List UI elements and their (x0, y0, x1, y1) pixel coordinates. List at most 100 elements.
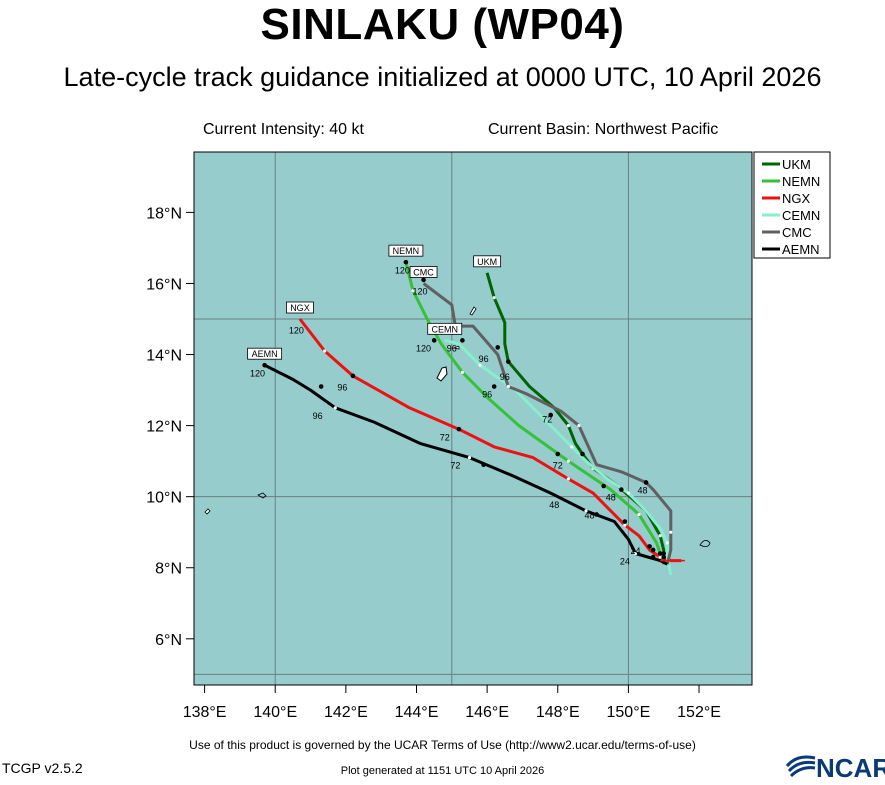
plot-generated-note: Plot generated at 1151 UTC 10 April 2026 (340, 765, 545, 777)
track-marker-cmc (669, 530, 673, 534)
track-marker-aemn (333, 406, 337, 410)
track-end-label: AEMN (252, 349, 278, 359)
track-line-cemn (444, 338, 673, 576)
forecast-hour-dot (481, 462, 486, 467)
track-line-ngx (298, 318, 682, 563)
y-tick-label: 6°N (155, 632, 182, 649)
saipan-island (469, 306, 477, 316)
forecast-hour-dot (262, 362, 267, 368)
track-marker-ukm (566, 424, 570, 428)
forecast-hour-dot (594, 512, 599, 517)
forecast-hour-dot (622, 519, 628, 524)
track-marker-ngx (566, 477, 570, 481)
track-end-label: CMC (413, 267, 434, 277)
chart-title: SINLAKU (WP04) (260, 0, 625, 49)
track-marker-cemn (570, 445, 574, 449)
chuuk-lagoon (699, 540, 711, 547)
forecast-hour-dot (403, 259, 409, 265)
map-frame (193, 151, 753, 686)
forecast-hour-dot (555, 451, 561, 457)
x-tick-label: 142°E (324, 704, 368, 721)
track-marker-nemn (411, 288, 415, 293)
track-marker-nemn (566, 459, 570, 463)
ulithi-atoll (257, 492, 267, 499)
forecast-hour-dot (460, 338, 465, 343)
x-tick-label: 140°E (253, 704, 297, 721)
y-tick-label: 18°N (146, 205, 182, 222)
track-marker-ukm (492, 296, 496, 300)
terms-of-use-note: Use of this product is governed by the U… (189, 738, 696, 752)
forecast-hour-dot (431, 338, 437, 343)
track-line-aemn (263, 363, 668, 566)
forecast-hour-dot (548, 412, 553, 418)
track-marker-aemn (633, 551, 638, 556)
legend-label-ngx: NGX (782, 191, 811, 206)
track-marks: UKM487296120NEMN24487296120NGX7296120CEM… (247, 244, 685, 567)
legend-label-aemn: AEMN (782, 242, 820, 257)
forecast-tracks (263, 261, 682, 576)
track-end-label: CEMN (431, 324, 458, 334)
forecast-hour-label: 96 (337, 383, 347, 393)
forecast-hour-label: 48 (549, 500, 559, 510)
forecast-hour-dot (661, 551, 667, 556)
track-marker-ngx (323, 349, 327, 353)
forecast-hour-label: 96 (479, 354, 489, 364)
forecast-hour-dot (650, 547, 656, 553)
forecast-hour-dot (491, 384, 497, 389)
forecast-hour-label: 120 (250, 368, 265, 378)
version-label: TCGP v2.5.2 (2, 760, 83, 776)
forecast-hour-label: 120 (289, 326, 304, 336)
track-marker-ukm (658, 534, 662, 538)
map-ocean (194, 152, 752, 685)
forecast-hour-label: 96 (482, 390, 492, 400)
forecast-hour-label: 48 (606, 493, 616, 503)
forecast-hour-dot (318, 384, 324, 389)
track-marker-aemn (584, 509, 588, 513)
chart-subtitle: Late-cycle track guidance initialized at… (63, 62, 822, 92)
current-basin: Current Basin: Northwest Pacific (488, 121, 719, 138)
guam-island (436, 366, 448, 382)
y-axis: 6°N 8°N 10°N 12°N 14°N 16°N 18°N (146, 205, 194, 649)
legend-label-nemn: NEMN (782, 174, 820, 189)
forecast-hour-label: 72 (440, 432, 450, 442)
forecast-hour-label: 72 (553, 461, 563, 471)
forecast-hour-label: 48 (585, 510, 595, 520)
rota-island (452, 345, 460, 350)
legend-box (753, 151, 831, 259)
forecast-hour-label: 120 (416, 343, 431, 353)
forecast-hour-dot (456, 426, 462, 432)
forecast-hour-dot (647, 544, 652, 549)
track-end-box (247, 347, 283, 360)
forecast-hour-label: 48 (638, 486, 648, 496)
x-tick-label: 150°E (607, 704, 651, 721)
track-end-label: UKM (477, 257, 497, 267)
forecast-hour-dot (350, 373, 356, 379)
map-islands (204, 306, 711, 547)
forecast-hour-dot (661, 554, 667, 560)
track-marker-cemn (478, 363, 482, 367)
forecast-hour-dot (506, 359, 511, 364)
y-tick-label: 8°N (155, 561, 182, 578)
forecast-hour-label: 24 (630, 546, 640, 556)
legend-label-cmc: CMC (782, 225, 812, 240)
y-tick-label: 10°N (146, 490, 182, 507)
track-marker-aemn (467, 455, 472, 460)
forecast-hour-label: 120 (413, 287, 428, 297)
forecast-hour-dot (650, 554, 656, 560)
ncar-logo: NCAR (785, 748, 885, 783)
track-end-box (473, 255, 502, 268)
x-axis: 138°E 140°E 142°E 144°E 146°E 148°E 150°E 152°E (183, 685, 721, 721)
forecast-hour-dot (657, 551, 663, 556)
x-tick-label: 144°E (395, 704, 439, 721)
y-tick-label: 16°N (146, 276, 182, 293)
track-end-box (427, 322, 463, 335)
track-line-ukm (485, 272, 666, 561)
forecast-hour-label: 24 (620, 557, 630, 567)
track-marker-nemn (460, 370, 465, 374)
y-tick-label: 12°N (146, 419, 182, 436)
x-tick-label: 148°E (536, 704, 580, 721)
track-end-label: NGX (290, 303, 310, 313)
forecast-hour-label: 72 (542, 415, 552, 425)
forecast-hour-dot (619, 487, 624, 492)
